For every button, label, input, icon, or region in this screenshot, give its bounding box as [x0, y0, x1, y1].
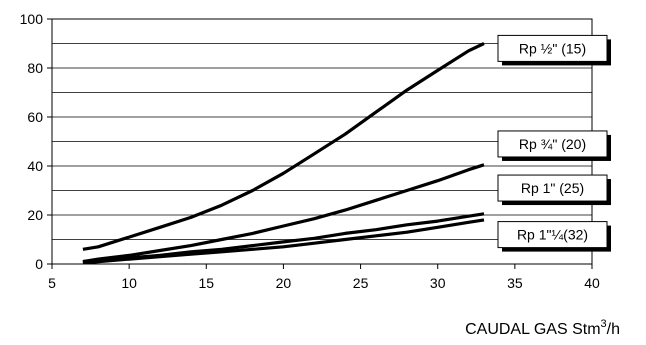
y-tick-label: 0 — [35, 256, 43, 272]
series-label-4: Rp 1"¼(32) — [497, 221, 611, 252]
y-tick-label: 40 — [27, 158, 43, 174]
x-axis: 5 10 15 20 25 30 35 40 — [48, 264, 600, 291]
y-tick-label: 60 — [27, 109, 43, 125]
x-tick-label: 5 — [48, 275, 56, 291]
grid — [52, 43, 592, 240]
y-tick-label: 20 — [27, 207, 43, 223]
label-box — [497, 174, 608, 202]
x-tick-label: 10 — [121, 275, 137, 291]
series-line-4 — [82, 218, 485, 265]
series-label-3: Rp 1" (25) — [497, 174, 611, 206]
x-tick-label: 20 — [276, 275, 292, 291]
series-lines — [82, 42, 485, 265]
series-label-text: Rp ¾" (20) — [519, 136, 586, 152]
series-label-text: Rp 1" (25) — [521, 180, 584, 196]
x-axis-label: CAUDAL GAS Stm3/h — [465, 318, 620, 338]
y-tick-label: 100 — [20, 11, 44, 27]
x-axis-label-superscript: 3 — [601, 318, 607, 330]
y-tick-label: 80 — [27, 60, 43, 76]
x-tick-label: 30 — [430, 275, 446, 291]
label-box — [497, 221, 608, 249]
series-label-2: Rp ¾" (20) — [497, 130, 611, 161]
label-box — [497, 130, 608, 158]
series-label-text: Rp 1"¼(32) — [517, 227, 588, 243]
x-tick-label: 35 — [507, 275, 523, 291]
x-axis-label-text: CAUDAL GAS Stm — [465, 321, 600, 338]
y-axis: 0 20 40 60 80 100 — [20, 11, 52, 272]
series-label-1: Rp ½" (15) — [497, 34, 611, 66]
x-tick-label: 25 — [353, 275, 369, 291]
x-axis-label-tail: /h — [607, 321, 620, 338]
x-tick-label: 40 — [584, 275, 600, 291]
legend-labels: Rp ½" (15) Rp ¾" (20) Rp 1" (25) Rp 1"¼(32) — [497, 34, 611, 252]
series-line-1 — [82, 42, 485, 251]
x-tick-label: 15 — [198, 275, 214, 291]
series-line-2 — [82, 163, 485, 264]
label-box — [497, 34, 608, 62]
series-label-text: Rp ½" (15) — [519, 40, 586, 56]
